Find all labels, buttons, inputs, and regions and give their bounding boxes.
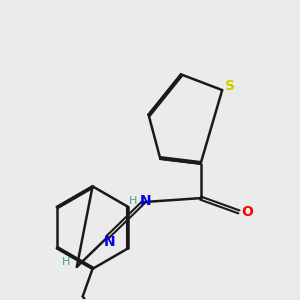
Text: H: H [129, 196, 137, 206]
Text: H: H [62, 257, 70, 267]
Text: O: O [241, 205, 253, 219]
Text: N: N [140, 194, 151, 208]
Text: S: S [225, 79, 236, 93]
Text: N: N [103, 235, 115, 249]
